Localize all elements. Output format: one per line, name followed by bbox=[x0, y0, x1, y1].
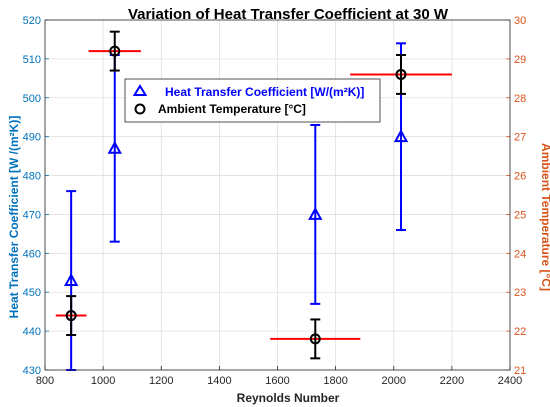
left-tick-label: 470 bbox=[23, 209, 41, 221]
plot-border bbox=[44, 19, 511, 371]
x-tick-label: 2200 bbox=[440, 375, 464, 387]
x-axis-label: Reynolds Number bbox=[237, 391, 340, 405]
legend-triangle-marker-icon bbox=[132, 84, 148, 96]
legend-circle-marker-icon bbox=[134, 103, 146, 115]
x-tick-label: 1600 bbox=[265, 375, 289, 387]
x-tick-label: 1200 bbox=[149, 375, 173, 387]
right-tick-label: 29 bbox=[514, 54, 526, 66]
right-tick-label: 30 bbox=[514, 15, 526, 27]
right-tick-label: 26 bbox=[514, 171, 526, 183]
x-tick-label: 2400 bbox=[498, 375, 522, 387]
right-tick-label: 28 bbox=[514, 93, 526, 105]
right-tick-label: 24 bbox=[514, 248, 526, 260]
left-tick-label: 510 bbox=[23, 54, 41, 66]
left-tick-label: 480 bbox=[23, 171, 41, 183]
x-tick-label: 1400 bbox=[207, 375, 231, 387]
right-tick-label: 23 bbox=[514, 287, 526, 299]
legend: Heat Transfer Coefficient [W/(m²K)] Ambi… bbox=[124, 78, 381, 123]
data-point-triangle bbox=[107, 140, 122, 154]
left-tick-label: 430 bbox=[23, 365, 41, 377]
left-axis-label: Heat Transfer Coefficient [W /(m²K)] bbox=[7, 116, 21, 319]
data-point-triangle bbox=[63, 272, 79, 286]
x-tick-label: 1000 bbox=[91, 375, 115, 387]
data-point-circle bbox=[109, 45, 121, 57]
right-tick-label: 21 bbox=[514, 365, 526, 377]
left-tick-label: 490 bbox=[23, 132, 41, 144]
chart-marks bbox=[55, 30, 452, 371]
left-tick-label: 460 bbox=[23, 248, 41, 260]
right-tick-label: 22 bbox=[514, 326, 526, 338]
left-tick-label: 500 bbox=[23, 93, 41, 105]
legend-label-ambient-temperature: Ambient Temperature [°C] bbox=[158, 102, 306, 116]
right-axis-label: Ambient Temperature [°C] bbox=[539, 143, 550, 291]
left-tick-label: 440 bbox=[23, 326, 41, 338]
right-tick-label: 27 bbox=[514, 132, 526, 144]
right-tick-label: 25 bbox=[514, 209, 526, 221]
legend-label-heat-transfer: Heat Transfer Coefficient [W/(m²K)] bbox=[165, 85, 364, 99]
left-tick-label: 520 bbox=[23, 15, 41, 27]
left-axis-ticks: 430 440 450 460 470 480 490 500 510 520 bbox=[23, 15, 49, 377]
series-ambient-temperature bbox=[55, 30, 452, 360]
data-point-triangle bbox=[393, 129, 409, 143]
right-axis-ticks: 21 22 23 24 25 26 27 28 29 30 bbox=[506, 15, 526, 377]
legend-box bbox=[124, 78, 381, 123]
chart-title: Variation of Heat Transfer Coefficient a… bbox=[128, 6, 449, 23]
data-point-triangle bbox=[308, 206, 323, 220]
x-tick-label: 2000 bbox=[382, 375, 406, 387]
data-point-circle bbox=[395, 68, 407, 80]
x-tick-label: 800 bbox=[36, 375, 54, 387]
data-point-circle bbox=[309, 333, 321, 345]
x-axis-ticks: 800 1000 1200 1400 1600 1800 2000 2200 2400 bbox=[36, 366, 522, 387]
x-tick-label: 1800 bbox=[323, 375, 347, 387]
data-point-circle bbox=[65, 310, 77, 322]
left-tick-label: 450 bbox=[23, 287, 41, 299]
